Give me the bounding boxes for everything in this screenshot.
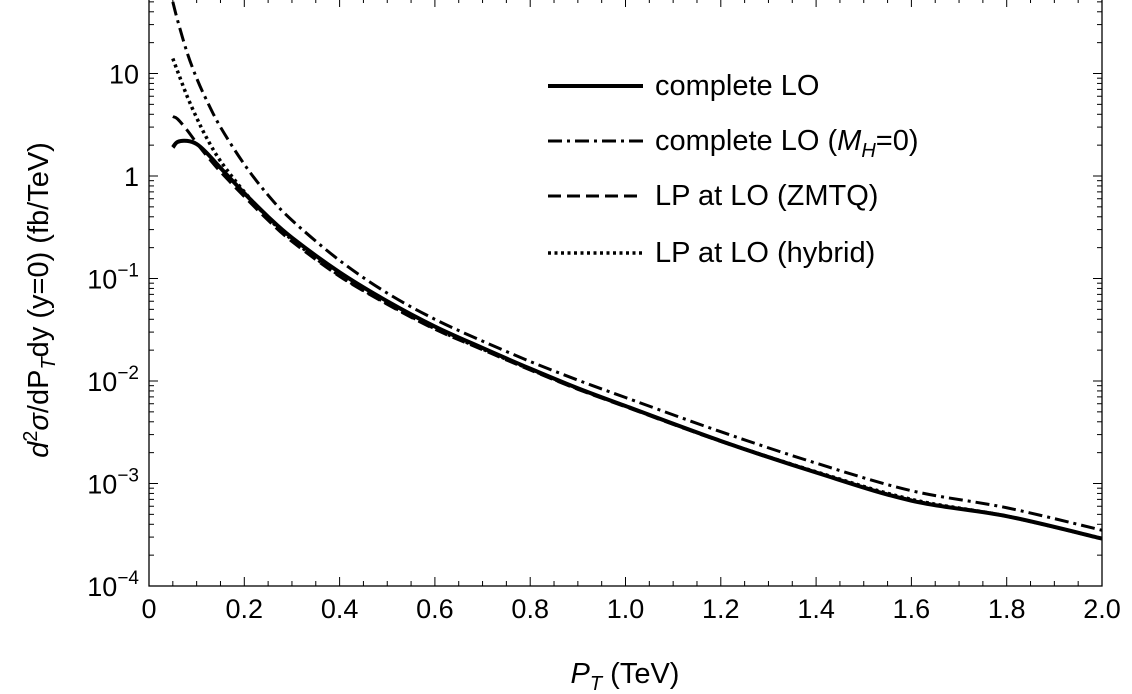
x-tick-label: 0.8	[511, 594, 549, 624]
y-axis-title-sub: T	[38, 356, 60, 370]
series-line-dashdot	[171, 1, 1102, 532]
x-tick-label: 1.6	[893, 594, 931, 624]
y-tick-label: 1	[124, 162, 139, 192]
x-axis-title-main: P	[571, 658, 591, 690]
y-axis-title-sup: 2	[20, 431, 42, 442]
y-tick-label: 10	[109, 60, 139, 90]
x-tick-label: 1.2	[702, 594, 740, 624]
x-tick-label: 1.0	[607, 594, 645, 624]
legend-label-complete-lo-mh0: complete LO (MH=0)	[655, 125, 919, 162]
legend-label-mh0-post: =0)	[876, 125, 919, 157]
x-tick-label: 0.6	[416, 594, 454, 624]
series-line-dashed	[172, 115, 1102, 541]
y-tick-label: 10−1	[87, 261, 139, 295]
y-axis-title-dp: /dP	[23, 370, 55, 414]
legend-label-lp-hybrid: LP at LO (hybrid)	[655, 237, 875, 269]
series-line-dotted	[171, 57, 1102, 541]
y-tick-label: 10−2	[87, 363, 139, 397]
y-axis-title-sigma: σ	[23, 412, 55, 431]
legend-label-mh0-sub: H	[861, 140, 876, 162]
x-tick-label: 2.0	[1083, 594, 1121, 624]
y-tick-label: 10−3	[87, 466, 139, 500]
x-axis-title: PT (TeV)	[571, 658, 680, 694]
tick-labels: 0 0.2 0.4 0.6 0.8 1.0 1.2 1.4 1.6 1.8 2.0 10 1 10−1 10…	[87, 60, 1120, 625]
y-axis-title-d: d	[23, 441, 55, 458]
legend-label-lp-zmtq: LP at LO (ZMTQ)	[655, 180, 878, 212]
x-tick-label: 0.2	[226, 594, 264, 624]
y-axis-title-rest: dy (y=0) (fb/TeV)	[23, 142, 55, 357]
y-tick-label: 10−4	[87, 568, 139, 602]
legend-label-complete-lo: complete LO	[655, 70, 819, 102]
x-tick-label: 1.8	[988, 594, 1026, 624]
legend-label-mh0-m: M	[837, 125, 862, 157]
x-axis-title-sub: T	[590, 673, 604, 694]
x-tick-label: 1.4	[797, 594, 835, 624]
x-axis-title-unit: (TeV)	[602, 658, 679, 690]
data-series	[171, 1, 1102, 541]
legend-label-mh0-pre: complete LO (	[655, 125, 837, 157]
x-tick-label: 0.4	[321, 594, 359, 624]
y-axis-title: d2σ/dPTdy (y=0) (fb/TeV)	[20, 142, 60, 458]
series-line-solid	[171, 138, 1102, 541]
legend: complete LO complete LO (MH=0) LP at LO …	[548, 70, 919, 269]
x-tick-label: 0	[141, 594, 156, 624]
